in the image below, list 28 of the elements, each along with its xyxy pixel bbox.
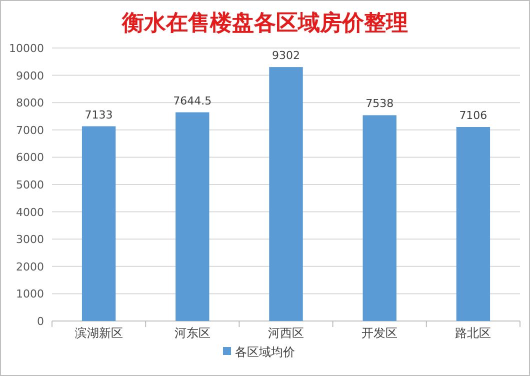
legend-label: 各区域均价: [235, 345, 295, 359]
y-tick-label: 10000: [9, 42, 44, 55]
y-tick-label: 8000: [16, 96, 44, 110]
bar: [362, 115, 396, 321]
y-tick-label: 2000: [16, 260, 44, 274]
y-tick-label: 0: [37, 315, 44, 328]
y-tick-label: 1000: [16, 288, 44, 301]
bar: [269, 67, 303, 321]
bar: [176, 112, 210, 321]
data-label: 7133: [84, 108, 113, 122]
data-label: 7106: [459, 109, 488, 122]
data-label: 9302: [272, 49, 300, 62]
x-tick-label: 路北区: [455, 326, 492, 340]
data-label: 7538: [366, 97, 394, 110]
x-tick-label: 河东区: [174, 326, 210, 340]
y-tick-label: 4000: [16, 206, 44, 219]
x-tick-label: 开发区: [362, 326, 398, 340]
chart-title: 衡水在售楼盘各区域房价整理: [121, 10, 408, 36]
x-tick-label: 滨湖新区: [74, 326, 123, 340]
bar: [456, 127, 490, 321]
y-tick-label: 7000: [16, 124, 44, 137]
y-tick-label: 3000: [16, 233, 44, 246]
y-tick-label: 9000: [16, 69, 44, 82]
y-tick-label: 6000: [16, 151, 44, 164]
data-label: 7644.5: [173, 94, 212, 108]
bar: [82, 126, 116, 321]
y-tick-label: 5000: [16, 178, 44, 192]
x-tick-label: 河西区: [268, 326, 304, 340]
